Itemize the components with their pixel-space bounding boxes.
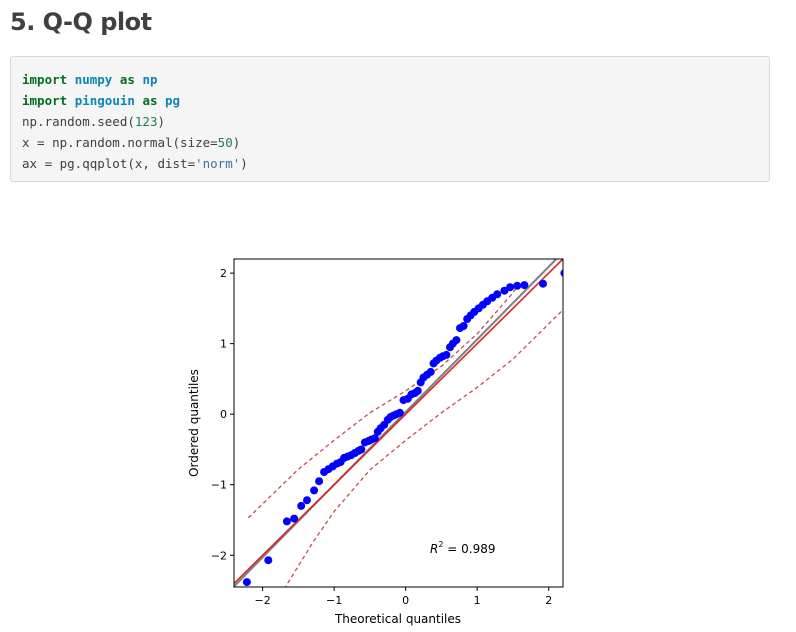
data-point <box>290 514 299 523</box>
data-point <box>413 386 422 395</box>
data-point <box>520 281 529 290</box>
code-line-1: import numpy as np <box>22 69 758 90</box>
y-tick-label: 1 <box>220 338 227 351</box>
y-tick-label: −2 <box>211 549 227 562</box>
code-token <box>67 93 75 108</box>
data-point <box>303 496 311 505</box>
code-line-5: ax = pg.qqplot(x, dist='norm') <box>22 153 758 174</box>
data-point <box>452 336 461 345</box>
data-point <box>310 486 319 495</box>
code-line-3: np.random.seed(123) <box>22 111 758 132</box>
code-token: 123 <box>134 114 158 129</box>
confidence-band-upper <box>247 281 521 519</box>
x-tick-label: −1 <box>326 594 342 607</box>
x-tick-label: 2 <box>545 594 552 607</box>
qq-plot-chart: −2 −1 0 1 2 −2 −1 0 1 2 Theoretical quantiles Or… <box>187 258 564 626</box>
data-point <box>395 408 404 417</box>
code-token: numpy <box>74 72 113 87</box>
code-block[interactable]: import numpy as np import pingouin as pg… <box>10 56 770 182</box>
code-token: ) <box>240 156 248 171</box>
code-token: ax = pg.qqplot(x, dist= <box>22 156 196 171</box>
y-tick-label: −1 <box>211 479 227 492</box>
code-token: np.random.seed( <box>22 114 135 129</box>
y-tick-label: 2 <box>220 267 227 280</box>
r-superscript: 2 <box>438 540 443 549</box>
data-point <box>459 322 468 330</box>
code-token: pg <box>165 93 181 108</box>
reference-line-layer <box>234 259 558 587</box>
code-line-2: import pingouin as pg <box>22 90 758 111</box>
y-axis: −2 −1 0 1 2 <box>211 267 234 562</box>
x-tick-label: 1 <box>474 594 481 607</box>
r-value: = 0.989 <box>443 542 495 556</box>
code-token: import <box>22 72 68 87</box>
confidence-band-lower <box>284 309 563 587</box>
code-line-4: x = np.random.normal(size=50) <box>22 132 758 153</box>
r-squared-annotation: R2 = 0.989 <box>430 540 495 556</box>
confidence-band <box>247 281 563 587</box>
code-token: 'norm' <box>195 156 241 171</box>
data-point <box>315 477 324 486</box>
data-point <box>264 556 273 565</box>
data-point <box>513 281 522 290</box>
data-point <box>242 578 251 587</box>
data-point <box>560 269 563 277</box>
data-point <box>539 279 547 288</box>
code-token <box>158 93 166 108</box>
code-token: ) <box>157 114 165 129</box>
code-token: pingouin <box>74 93 135 108</box>
section-title: 5. Q-Q plot <box>10 8 152 36</box>
data-point <box>506 283 515 292</box>
points-layer <box>242 269 563 587</box>
data-point <box>297 501 306 510</box>
code-token: as <box>119 72 135 87</box>
code-token <box>67 72 75 87</box>
data-point <box>357 445 366 454</box>
x-axis-label: Theoretical quantiles <box>334 612 461 626</box>
data-point <box>426 367 435 376</box>
code-token: import <box>22 93 68 108</box>
x-axis: −2 −1 0 1 2 <box>254 587 552 607</box>
code-token: as <box>142 93 158 108</box>
data-point <box>370 434 379 443</box>
code-token: np <box>142 72 158 87</box>
data-point <box>442 350 451 359</box>
data-point <box>493 290 502 299</box>
plot-frame <box>233 258 564 588</box>
x-tick-label: −2 <box>254 594 270 607</box>
code-token: x = np.random.normal(size= <box>22 135 218 150</box>
code-token: ) <box>232 135 241 150</box>
x-tick-label: 0 <box>402 594 409 607</box>
data-point <box>282 517 291 526</box>
r-label: R <box>430 542 438 556</box>
fit-line <box>234 259 563 585</box>
reference-line <box>234 259 558 587</box>
code-token <box>112 72 120 87</box>
y-tick-label: 0 <box>220 408 227 421</box>
fit-line-layer <box>234 259 563 585</box>
code-token: 50 <box>217 135 233 150</box>
y-axis-label: Ordered quantiles <box>187 369 201 477</box>
